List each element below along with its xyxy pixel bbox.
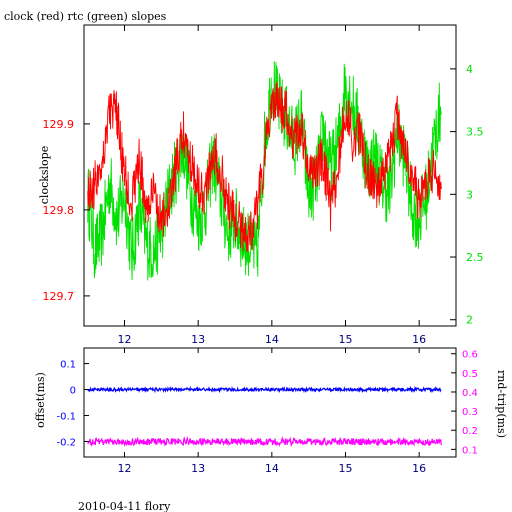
slopes-xtick-label: 16 (412, 333, 426, 346)
offset-xtick-label: 15 (339, 462, 353, 475)
offset-ylabel: offset(ms) (34, 372, 47, 428)
slopes-y2tick-label: 4 (466, 63, 473, 76)
offset-ytick-label: -0.1 (56, 411, 76, 422)
slopes-xtick-label: 12 (118, 333, 132, 346)
slopes-y2tick-label: 3.5 (466, 126, 484, 139)
slopes-y2tick-label: 2 (466, 314, 473, 327)
offset-xtick-label: 13 (191, 462, 205, 475)
slopes-panel: 12 13 14 15 16 129.7 129.8 129.9 2 2.5 3 3.5 4 clock… (38, 24, 484, 346)
offset-xtick-label: 12 (118, 462, 132, 475)
rndtrip-ytick-label: 0.3 (462, 407, 478, 418)
offset-xtick-label: 14 (265, 462, 279, 475)
rtc-series-line (87, 61, 442, 281)
chart-title: clock (red) rtc (green) slopes (4, 10, 167, 23)
rndtrip-ytick-label: 0.4 (462, 388, 478, 399)
offset-series-band (87, 385, 442, 394)
offset-panel: 12 13 14 15 16 0.1 0 -0.1 -0.2 0.1 0.2 0.3 0.4 0.5 0.6… (34, 347, 508, 475)
offset-ytick-label: 0.1 (60, 360, 76, 371)
offset-ticks-layer: 12 13 14 15 16 0.1 0 -0.1 -0.2 0.1 0.2 0.3 0.4 0.5 0.6 (56, 348, 478, 475)
slopes-plot-frame (83, 24, 457, 327)
footer-label: 2010-04-11 flory (78, 500, 171, 512)
slopes-ytick-label: 129.8 (43, 204, 75, 217)
slopes-ticks-layer: 12 13 14 15 16 129.7 129.8 129.9 2 2.5 3 3.5 4 (43, 25, 484, 346)
slopes-y2tick-label: 3 (466, 188, 473, 201)
slopes-ytick-label: 129.9 (43, 118, 75, 131)
offset-xtick-label: 16 (412, 462, 426, 475)
offset-ytick-label: -0.2 (56, 437, 76, 448)
clock-series-line (87, 81, 442, 252)
slopes-series-layer (87, 61, 442, 281)
offset-ytick-label: 0 (70, 386, 76, 397)
offset-series-layer (87, 385, 442, 448)
slopes-xtick-label: 15 (339, 333, 353, 346)
slopes-ytick-label: 129.7 (43, 290, 75, 303)
rndtrip-series-band (87, 435, 442, 448)
rndtrip-ytick-label: 0.5 (462, 369, 478, 380)
rndtrip-ylabel: rnd-trip(ms) (495, 370, 508, 438)
slopes-ylabel: clockslope (38, 146, 51, 204)
slopes-y2tick-label: 2.5 (466, 251, 484, 264)
rndtrip-ytick-label: 0.6 (462, 350, 478, 361)
offset-plot-frame (83, 347, 457, 458)
rndtrip-ytick-label: 0.2 (462, 426, 478, 437)
slopes-xtick-label: 14 (265, 333, 279, 346)
slopes-xtick-label: 13 (191, 333, 205, 346)
rndtrip-ytick-label: 0.1 (462, 445, 478, 456)
